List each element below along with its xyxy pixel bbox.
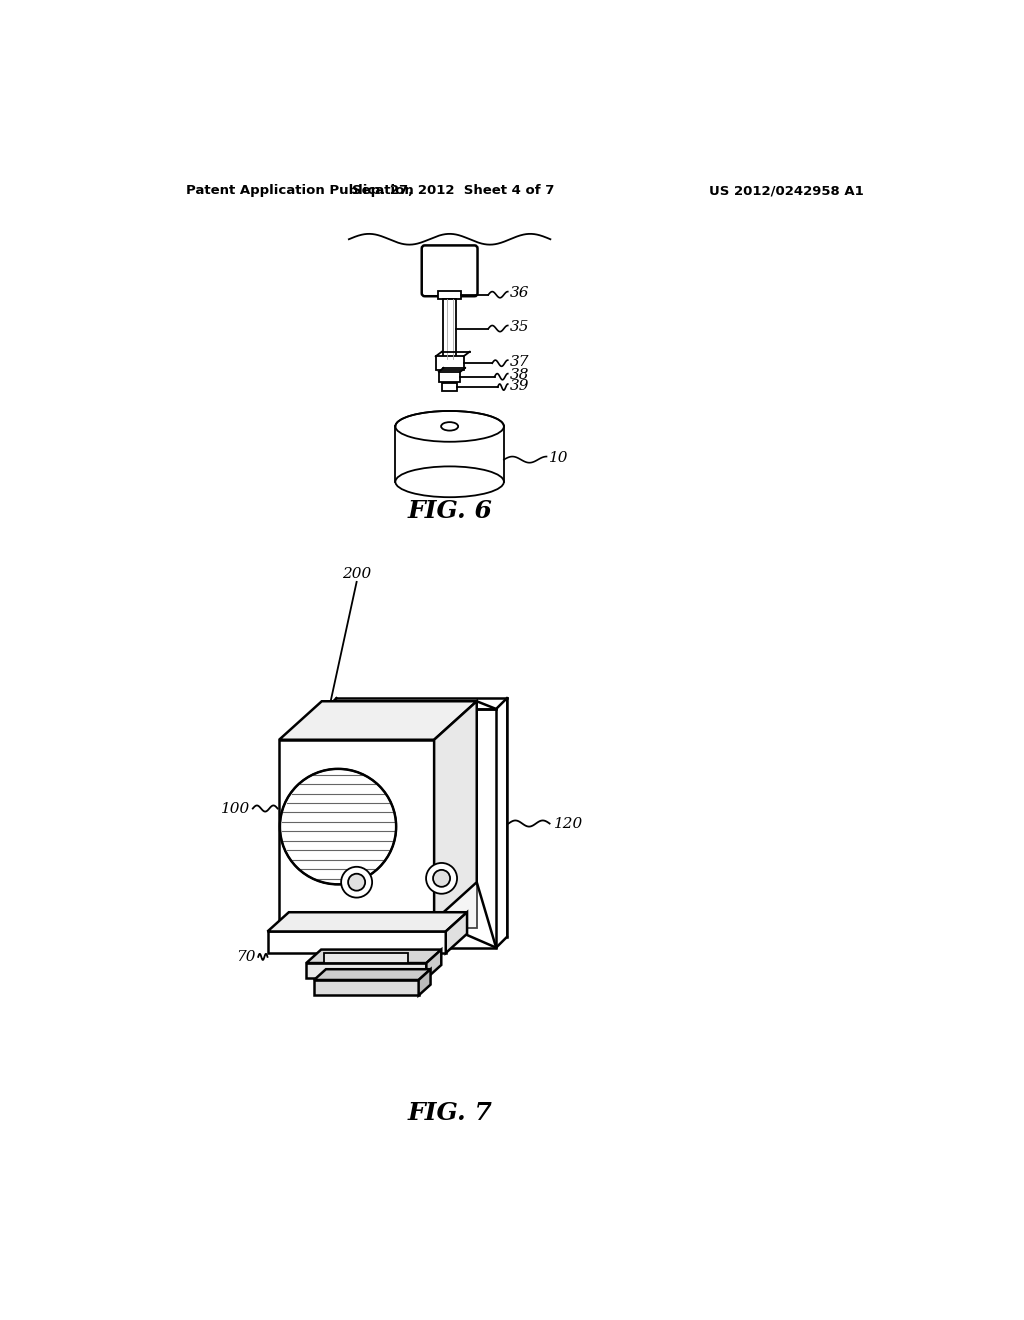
Bar (314, 979, 419, 995)
Text: Patent Application Publication: Patent Application Publication (186, 185, 414, 197)
FancyBboxPatch shape (422, 246, 477, 296)
Ellipse shape (395, 411, 504, 442)
Bar (435, 356, 464, 370)
Bar (267, 932, 445, 953)
Circle shape (433, 870, 451, 887)
Text: FIG. 6: FIG. 6 (408, 499, 493, 523)
Text: 10: 10 (549, 451, 568, 465)
Text: Sep. 27, 2012  Sheet 4 of 7: Sep. 27, 2012 Sheet 4 of 7 (352, 185, 555, 197)
Polygon shape (426, 949, 441, 978)
Polygon shape (314, 969, 430, 979)
Polygon shape (280, 701, 477, 739)
Text: 70: 70 (237, 950, 256, 964)
Text: 37: 37 (510, 355, 529, 368)
Circle shape (426, 863, 457, 894)
Bar (443, 298, 456, 359)
Bar (325, 953, 409, 964)
Text: FIG. 7: FIG. 7 (408, 1101, 493, 1125)
Polygon shape (267, 912, 467, 932)
Polygon shape (434, 701, 477, 921)
Bar (442, 383, 458, 391)
Bar (438, 290, 461, 298)
Text: 120: 120 (554, 817, 583, 830)
Circle shape (348, 874, 366, 891)
Circle shape (280, 768, 396, 884)
Text: 200: 200 (342, 568, 372, 581)
Bar (438, 372, 461, 381)
Text: 35: 35 (510, 319, 529, 334)
Ellipse shape (395, 466, 504, 498)
Text: 38: 38 (510, 368, 529, 383)
Polygon shape (306, 949, 441, 964)
Bar (306, 964, 426, 978)
Bar (280, 739, 434, 921)
Polygon shape (445, 912, 467, 953)
Text: 100: 100 (221, 801, 251, 816)
Bar (326, 709, 496, 948)
Text: 36: 36 (510, 286, 529, 300)
Text: US 2012/0242958 A1: US 2012/0242958 A1 (710, 185, 864, 197)
Circle shape (341, 867, 372, 898)
Bar (345, 737, 477, 928)
Text: 39: 39 (510, 379, 529, 392)
Ellipse shape (441, 422, 458, 430)
Polygon shape (419, 969, 430, 995)
